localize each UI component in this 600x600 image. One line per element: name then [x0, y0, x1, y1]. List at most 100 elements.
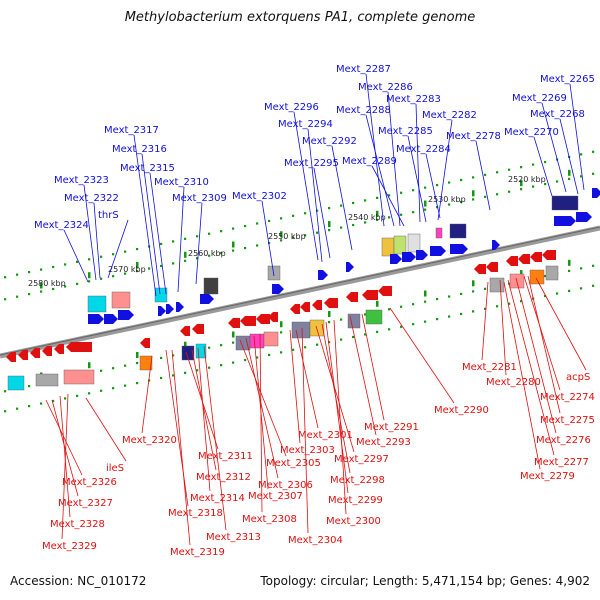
reverse-gene-arrow[interactable]	[290, 304, 300, 314]
gene-label-bottom[interactable]: acpS	[566, 372, 590, 383]
forward-gene-arrow[interactable]	[88, 314, 104, 324]
gene-label-top[interactable]: Mext_2285	[378, 126, 433, 137]
gene-label-bottom[interactable]: ileS	[106, 463, 124, 474]
forward-gene-arrow[interactable]	[492, 240, 500, 250]
gene-label-top[interactable]: Mext_2317	[104, 125, 159, 136]
gene-label-top[interactable]: Mext_2292	[302, 136, 357, 147]
reverse-gene-arrow[interactable]	[300, 302, 310, 312]
gene-label-bottom[interactable]: Mext_2318	[168, 508, 223, 519]
gene-label-top[interactable]: Mext_2288	[336, 105, 391, 116]
gene-label-top[interactable]: Mext_2287	[336, 64, 391, 75]
reverse-gene-arrow[interactable]	[312, 300, 322, 310]
gene-label-bottom[interactable]: Mext_2291	[364, 422, 419, 433]
forward-gene-arrow[interactable]	[450, 244, 468, 254]
forward-gene-arrow[interactable]	[554, 216, 576, 226]
gene-label-bottom[interactable]: Mext_2275	[540, 415, 595, 426]
gene-label-bottom[interactable]: Mext_2311	[198, 451, 253, 462]
reverse-gene-arrow[interactable]	[6, 352, 16, 362]
gene-label-top[interactable]: Mext_2294	[278, 119, 333, 130]
gene-label-bottom[interactable]: Mext_2313	[206, 532, 261, 543]
gene-label-bottom[interactable]: Mext_2308	[242, 514, 297, 525]
forward-gene-arrow[interactable]	[158, 306, 166, 316]
reverse-gene-arrow[interactable]	[180, 326, 190, 336]
reverse-gene-arrow[interactable]	[486, 262, 498, 272]
gene-label-bottom[interactable]: Mext_2274	[540, 392, 595, 403]
forward-gene-arrow[interactable]	[592, 188, 600, 198]
reverse-gene-arrow[interactable]	[542, 250, 556, 260]
gene-label-bottom[interactable]: Mext_2301	[298, 430, 353, 441]
reverse-gene-arrow[interactable]	[518, 254, 530, 264]
gene-label-bottom[interactable]: Mext_2298	[330, 475, 385, 486]
forward-gene-arrow[interactable]	[200, 294, 214, 304]
gene-label-bottom[interactable]: Mext_2304	[288, 535, 343, 546]
reverse-gene-arrow[interactable]	[324, 298, 338, 308]
gene-label-top[interactable]: Mext_2324	[34, 220, 89, 231]
gene-label-top[interactable]: thrS	[98, 210, 119, 221]
forward-gene-arrow[interactable]	[272, 284, 284, 294]
gene-label-bottom[interactable]: Mext_2303	[280, 445, 335, 456]
gene-label-bottom[interactable]: Mext_2281	[462, 362, 517, 373]
gene-label-bottom[interactable]: Mext_2326	[62, 477, 117, 488]
reverse-gene-arrow[interactable]	[228, 318, 240, 328]
gene-label-bottom[interactable]: Mext_2279	[520, 471, 575, 482]
gene-label-bottom[interactable]: Mext_2306	[258, 480, 313, 491]
gene-label-bottom[interactable]: Mext_2300	[326, 516, 381, 527]
forward-gene-arrow[interactable]	[318, 270, 328, 280]
gene-label-bottom[interactable]: Mext_2314	[190, 493, 245, 504]
reverse-gene-arrow[interactable]	[378, 286, 392, 296]
gene-label-top[interactable]: Mext_2289	[342, 156, 397, 167]
reverse-gene-arrow[interactable]	[18, 350, 28, 360]
reverse-gene-arrow[interactable]	[506, 256, 518, 266]
gene-label-top[interactable]: Mext_2316	[112, 144, 167, 155]
gene-label-top[interactable]: Mext_2286	[358, 82, 413, 93]
gene-label-top[interactable]: Mext_2295	[284, 158, 339, 169]
gene-label-top[interactable]: Mext_2269	[512, 93, 567, 104]
gene-label-bottom[interactable]: Mext_2277	[534, 457, 589, 468]
gene-label-top[interactable]: Mext_2296	[264, 102, 319, 113]
forward-gene-arrow[interactable]	[390, 254, 402, 264]
gene-label-bottom[interactable]: Mext_2319	[170, 547, 225, 558]
reverse-gene-arrow[interactable]	[474, 264, 486, 274]
forward-gene-arrow[interactable]	[176, 302, 184, 312]
gene-label-top[interactable]: Mext_2265	[540, 74, 595, 85]
gene-label-bottom[interactable]: Mext_2327	[58, 498, 113, 509]
gene-label-bottom[interactable]: Mext_2320	[122, 435, 177, 446]
gene-label-top[interactable]: Mext_2270	[504, 127, 559, 138]
reverse-gene-arrow[interactable]	[66, 342, 92, 352]
reverse-gene-arrow[interactable]	[30, 348, 40, 358]
reverse-gene-arrow[interactable]	[192, 324, 204, 334]
gene-label-bottom[interactable]: Mext_2307	[248, 491, 303, 502]
forward-gene-arrow[interactable]	[118, 310, 134, 320]
gene-label-top[interactable]: Mext_2309	[172, 193, 227, 204]
reverse-gene-arrow[interactable]	[362, 290, 378, 300]
gene-label-bottom[interactable]: Mext_2329	[42, 541, 97, 552]
gene-label-bottom[interactable]: Mext_2297	[334, 454, 389, 465]
gene-label-top[interactable]: Mext_2278	[446, 131, 501, 142]
gene-label-top[interactable]: Mext_2283	[386, 94, 441, 105]
gene-label-top[interactable]: Mext_2323	[54, 175, 109, 186]
gene-label-top[interactable]: Mext_2302	[232, 191, 287, 202]
gene-label-top[interactable]: Mext_2315	[120, 163, 175, 174]
reverse-gene-arrow[interactable]	[530, 252, 542, 262]
gene-label-top[interactable]: Mext_2310	[154, 177, 209, 188]
forward-gene-arrow[interactable]	[104, 314, 118, 324]
reverse-gene-arrow[interactable]	[268, 312, 278, 322]
forward-gene-arrow[interactable]	[430, 246, 446, 256]
gene-label-bottom[interactable]: Mext_2299	[328, 495, 383, 506]
reverse-gene-arrow[interactable]	[240, 316, 256, 326]
reverse-gene-arrow[interactable]	[256, 314, 270, 324]
gene-label-bottom[interactable]: Mext_2305	[266, 458, 321, 469]
gene-label-bottom[interactable]: Mext_2276	[536, 435, 591, 446]
forward-gene-arrow[interactable]	[402, 252, 416, 262]
forward-gene-arrow[interactable]	[166, 304, 174, 314]
gene-label-bottom[interactable]: Mext_2328	[50, 519, 105, 530]
reverse-gene-arrow[interactable]	[42, 346, 52, 356]
reverse-gene-arrow[interactable]	[346, 292, 358, 302]
reverse-gene-arrow[interactable]	[54, 344, 64, 354]
forward-gene-arrow[interactable]	[576, 212, 592, 222]
gene-label-bottom[interactable]: Mext_2312	[196, 472, 251, 483]
forward-gene-arrow[interactable]	[416, 250, 428, 260]
gene-label-top[interactable]: Mext_2322	[64, 193, 119, 204]
gene-label-bottom[interactable]: Mext_2290	[434, 405, 489, 416]
reverse-gene-arrow[interactable]	[140, 338, 150, 348]
